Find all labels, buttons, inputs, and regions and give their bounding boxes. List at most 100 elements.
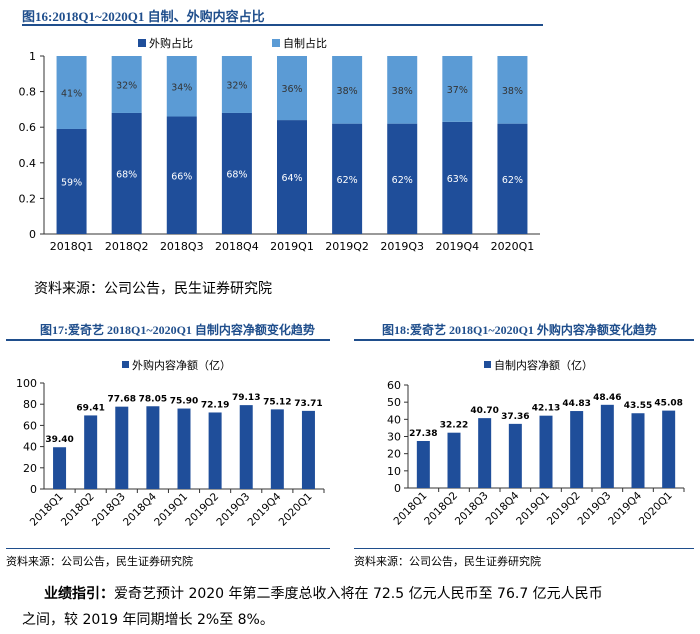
data-label: 38% [392,86,413,97]
fig16-title-rule [22,24,543,26]
y-tick-label: 30 [387,431,401,444]
bar-segment [442,121,473,234]
bar-segment [56,56,87,129]
data-label: 44.83 [562,399,590,409]
data-label: 43.55 [624,401,652,411]
y-tick-label: 1 [29,50,36,63]
data-label: 32% [226,80,247,91]
bar-segment [277,120,307,234]
legend-swatch-outsourced [138,39,146,47]
fig17-chart: 外购内容净额（亿） 0 20 40 60 80 100 39.40 2018Q1 69.41 201… [16,358,325,529]
data-label: 41% [61,88,82,99]
x-tick-label: 2020Q1 [491,240,535,253]
data-label: 66% [171,171,192,182]
legend-label: 外购占比 [149,36,193,50]
guidance-line-1: 业绩指引：爱奇艺预计 2020 年第二季度总收入将在 72.5 亿元人民币至 7… [44,583,603,603]
data-label: 39.40 [45,435,73,445]
bar [84,415,98,489]
y-tick-label: 80 [23,398,37,411]
y-tick-label: 0 [29,228,36,241]
y-tick-label: 0 [394,482,401,495]
bar [447,432,461,488]
data-label: 64% [281,173,302,184]
guidance-label: 业绩指引： [44,586,114,602]
bar [478,418,492,488]
data-label: 34% [171,82,192,93]
data-label: 45.08 [654,399,682,409]
data-label: 68% [116,169,137,180]
data-label: 69.41 [76,403,104,413]
y-tick-label: 0.8 [19,86,37,99]
data-label: 62% [502,175,523,186]
legend-swatch [122,361,129,368]
bar [177,408,191,489]
x-tick-label: 2019Q4 [246,490,284,528]
guidance-text-2: 之间，较 2019 年同期增长 2%至 8%。 [22,612,274,628]
bar-segment [277,56,307,121]
fig16-source: 资料来源：公司公告，民生证券研究院 [34,281,272,297]
x-tick-label: 2019Q1 [152,491,190,529]
x-tick-label: 2020Q1 [277,491,315,529]
data-label: 72.19 [201,400,229,410]
bar [662,410,676,488]
bar-segment [497,123,528,234]
data-label: 77.68 [108,395,136,405]
x-tick-label: 2018Q3 [160,240,204,253]
x-tick-label: 2018Q2 [105,240,149,253]
y-tick-label: 0 [30,483,37,496]
x-tick-label: 2018Q1 [50,240,94,253]
data-label: 73.71 [294,399,322,409]
fig18-source: 资料来源：公司公告，民生证券研究院 [354,555,541,568]
data-label: 78.05 [139,394,167,404]
bar-segment [387,123,418,234]
data-label: 59% [61,177,82,188]
y-tick-label: 10 [387,465,401,478]
fig17-title-rule [6,339,330,341]
data-label: 37% [447,85,468,96]
bar-segment [111,112,142,234]
bar [115,406,129,489]
data-label: 38% [337,86,358,97]
data-label: 79.13 [232,393,260,403]
bar [570,411,584,488]
x-tick-label: 2019Q2 [183,491,221,529]
fig16-chart: 外购占比 自制占比 0 0.2 0.4 0.6 0.8 1 59% 41% 2018Q1 68% 32%… [19,36,540,253]
y-tick-label: 0.2 [19,192,37,205]
data-label: 40.70 [470,406,498,416]
x-tick-label: 2019Q2 [325,240,369,253]
bar-segment [442,56,473,122]
fig18-title: 图18:爱奇艺 2018Q1~2020Q1 外购内容净额变化趋势 [382,323,657,337]
legend-label: 外购内容净额（亿） [132,358,231,372]
y-tick-label: 20 [23,462,37,475]
x-tick-label: 2019Q1 [270,240,314,253]
x-tick-label: 2018Q2 [59,491,97,529]
y-tick-label: 40 [387,413,401,426]
x-tick-label: 2018Q3 [90,491,128,529]
bar-segment [387,56,418,124]
data-label: 62% [337,175,358,186]
data-label: 42.13 [532,404,560,414]
data-label: 37.36 [501,412,529,422]
x-tick-label: 2018Q4 [215,240,259,253]
bar-segment [221,112,252,234]
guidance-text-1: 爱奇艺预计 2020 年第二季度总收入将在 72.5 亿元人民币至 76.7 亿… [114,586,603,602]
data-label: 68% [226,169,247,180]
bar [631,413,645,488]
fig16-title: 图16:2018Q1~2020Q1 自制、外购内容占比 [22,9,265,24]
y-tick-label: 100 [16,377,37,390]
bar [146,406,160,489]
data-label: 75.12 [263,397,291,407]
legend-swatch-selfmade [272,39,280,47]
data-label: 75.90 [170,397,198,407]
x-tick-label: 2020Q1 [637,490,675,528]
x-tick-label: 2019Q3 [214,491,252,529]
y-tick-label: 20 [387,448,401,461]
fig17-bottom-rule [6,548,330,549]
bar [416,440,430,488]
legend-label: 自制占比 [283,36,327,50]
y-tick-label: 0.4 [19,157,37,170]
y-tick-label: 60 [387,379,401,392]
fig17-title: 图17:爱奇艺 2018Q1~2020Q1 自制内容净额变化趋势 [40,323,315,337]
y-tick-label: 40 [23,441,37,454]
bar-segment [332,123,363,234]
